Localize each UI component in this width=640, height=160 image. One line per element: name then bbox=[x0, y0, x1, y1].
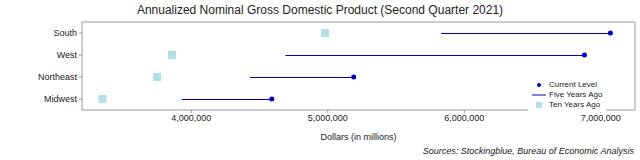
svg-text:Northeast: Northeast bbox=[38, 72, 78, 82]
svg-text:4,000,000: 4,000,000 bbox=[171, 113, 211, 123]
html-text:Five Years Ago: Five Years Ago bbox=[549, 90, 603, 99]
svg-text:South: South bbox=[53, 28, 77, 38]
svg-text:7,000,000: 7,000,000 bbox=[581, 113, 621, 123]
svg-text:Dollars (in millions): Dollars (in millions) bbox=[320, 132, 396, 142]
svg-text:6,000,000: 6,000,000 bbox=[444, 113, 484, 123]
svg-text:5,000,000: 5,000,000 bbox=[308, 113, 348, 123]
html-text:Sources: Stockingblue, Bureau: Sources: Stockingblue, Bureau of Economi… bbox=[422, 146, 634, 156]
html-text:Current Level: Current Level bbox=[549, 80, 597, 89]
html-text:Annualized Nominal Gross Domes: Annualized Nominal Gross Domestic Produc… bbox=[136, 3, 504, 17]
html-text:Ten Years Ago: Ten Years Ago bbox=[549, 100, 601, 109]
svg-text:Midwest: Midwest bbox=[44, 94, 78, 104]
svg-text:West: West bbox=[57, 50, 78, 60]
